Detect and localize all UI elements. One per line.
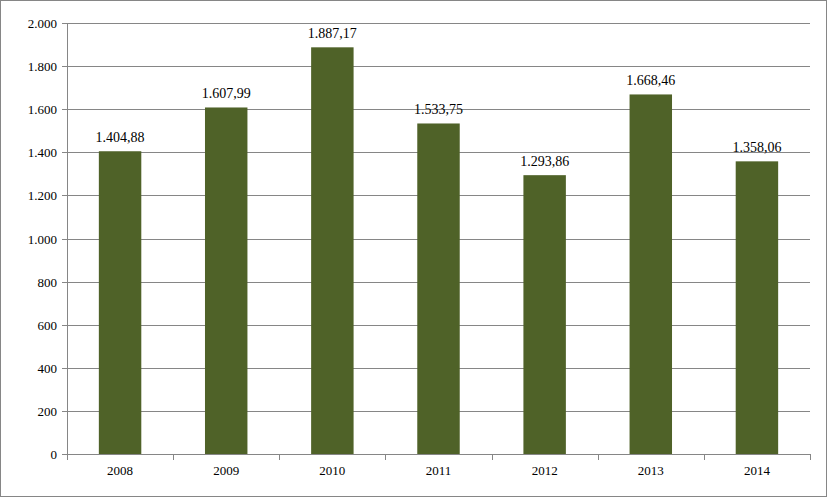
y-tick — [62, 325, 67, 326]
y-tick-label: 1.400 — [28, 145, 57, 160]
y-tick-label: 0 — [51, 447, 58, 462]
y-tick-label: 1.200 — [28, 188, 57, 203]
bar — [417, 123, 459, 454]
y-tick — [62, 282, 67, 283]
x-tick — [704, 454, 705, 460]
bar — [630, 94, 672, 454]
y-tick-label: 600 — [38, 318, 58, 333]
data-label: 1.358,06 — [732, 140, 781, 155]
data-label: 1.404,88 — [96, 130, 145, 145]
bar — [205, 107, 247, 454]
chart: 0 200 400 600 800 1.000 1.200 1.400 1.600 1.800 2.… — [0, 0, 827, 497]
data-label: 1.887,17 — [308, 26, 357, 41]
y-tick — [62, 152, 67, 153]
data-label: 1.607,99 — [202, 86, 251, 101]
bar — [736, 161, 778, 454]
y-tick-label: 1.000 — [28, 232, 57, 247]
y-axis — [67, 23, 68, 454]
x-axis — [67, 454, 810, 455]
bars — [99, 47, 778, 454]
x-tick — [67, 454, 68, 460]
y-tick — [62, 454, 67, 455]
y-tick — [62, 23, 67, 24]
y-tick — [62, 239, 67, 240]
bar — [523, 175, 565, 454]
bar — [311, 47, 353, 454]
y-tick — [62, 195, 67, 196]
x-tick — [492, 454, 493, 460]
y-tick-label: 400 — [38, 361, 58, 376]
x-tick — [385, 454, 386, 460]
y-tick-label: 1.600 — [28, 102, 57, 117]
y-tick — [62, 368, 67, 369]
x-tick — [598, 454, 599, 460]
x-tick-label: 2014 — [744, 463, 771, 478]
y-tick-label: 800 — [38, 275, 58, 290]
y-tick-label: 200 — [38, 404, 58, 419]
y-tick — [62, 66, 67, 67]
chart-frame — [1, 1, 827, 497]
x-tick-label: 2013 — [638, 463, 664, 478]
x-tick-label: 2011 — [426, 463, 452, 478]
y-tick — [62, 109, 67, 110]
y-tick-label: 2.000 — [28, 16, 57, 31]
grid-line — [67, 23, 810, 24]
x-tick-label: 2008 — [107, 463, 133, 478]
bar — [99, 151, 141, 454]
x-tick — [810, 454, 811, 460]
x-tick-label: 2012 — [532, 463, 558, 478]
x-tick-label: 2010 — [319, 463, 345, 478]
x-tick — [279, 454, 280, 460]
grid-line — [67, 66, 810, 67]
data-label: 1.293,86 — [520, 154, 569, 169]
y-tick — [62, 411, 67, 412]
data-label: 1.533,75 — [414, 102, 463, 117]
data-label: 1.668,46 — [626, 73, 675, 88]
x-tick-label: 2009 — [213, 463, 239, 478]
x-tick — [173, 454, 174, 460]
y-tick-label: 1.800 — [28, 59, 57, 74]
